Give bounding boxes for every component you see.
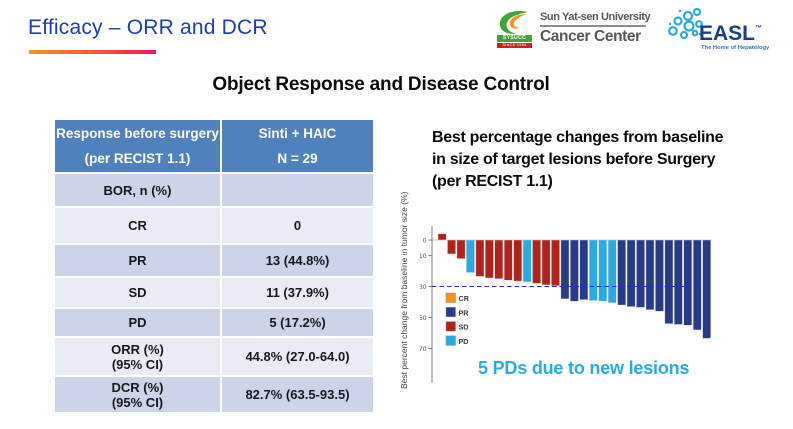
legend-swatch-SD — [445, 321, 456, 332]
easl-cells-icon — [668, 7, 703, 40]
waterfall-chart: 0 -10 -30 -50 -70 CR PR SD PD — [420, 226, 712, 383]
bar-SD — [532, 239, 541, 284]
legend-swatch-PR — [445, 307, 456, 318]
y-tick-label: 0 — [423, 237, 427, 244]
table-header-response: Response before surgery (per RECIST 1.1) — [55, 120, 222, 172]
row-value: 44.8% (27.0-64.0) — [245, 349, 350, 364]
header-arm-line1: Sinti + HAIC — [258, 125, 337, 141]
table-row: PD 5 (17.2%) — [55, 309, 373, 338]
bar-PR — [664, 239, 674, 324]
bar-SD — [437, 233, 447, 241]
table-header-row: Response before surgery (per RECIST 1.1)… — [55, 120, 373, 174]
slide-subtitle: Object Response and Disease Control — [212, 74, 550, 95]
bar-PR — [645, 239, 655, 310]
bar-PD — [466, 239, 475, 273]
sysucc-since: SINCE 1964 — [497, 42, 532, 48]
sysucc-text-block: Sun Yat-sen University Cancer Center — [540, 11, 651, 46]
bar-PR — [626, 239, 636, 307]
easl-logo — [668, 7, 704, 51]
chart-title-line1: Best percentage changes from baseline — [432, 129, 724, 146]
bar-PR — [674, 239, 683, 325]
bar-PD — [607, 239, 617, 304]
bar-SD — [494, 239, 504, 279]
pd-annotation: 5 PDs due to new lesions — [478, 358, 690, 378]
row-label: PD — [128, 315, 147, 330]
bar-PR — [570, 239, 579, 302]
bar-SD — [551, 239, 560, 286]
row-value: 0 — [293, 218, 302, 233]
row-label: ORR (%) — [111, 341, 164, 357]
title-underline — [29, 50, 156, 54]
row-label: DCR (%) — [111, 379, 164, 395]
bar-SD — [513, 239, 523, 282]
bar-PR — [560, 239, 570, 300]
easl-tagline: The Home of Hepatology — [701, 45, 770, 51]
table-row: SD 11 (37.9%) — [55, 278, 373, 309]
bar-PR — [617, 239, 627, 306]
y-tick-label: -10 — [420, 253, 427, 260]
row-label: PR — [128, 253, 147, 268]
chart-y-axis-label: Best percent change from baseline in tum… — [399, 191, 409, 389]
sysucc-logo: SYSUCC SINCE 1964 — [497, 9, 533, 48]
sysucc-acronym: SYSUCC — [497, 35, 532, 42]
easl-name: EASL — [699, 22, 756, 45]
legend-label-CR: CR — [459, 294, 470, 303]
chart-title-line3: (per RECIST 1.1) — [432, 173, 553, 190]
header-response-line1: Response before surgery — [56, 125, 219, 141]
bar-SD — [447, 239, 456, 255]
y-tick-label: -30 — [420, 284, 427, 291]
page-title: Efficacy – ORR and DCR — [28, 16, 268, 39]
legend-swatch-CR — [445, 292, 456, 303]
row-label: CR — [128, 218, 147, 233]
sysucc-flame-icon — [499, 10, 528, 34]
table-row: PR 13 (44.8%) — [55, 245, 373, 278]
bar-PR — [655, 239, 664, 312]
bar-SD — [456, 239, 466, 259]
bar-SD — [475, 239, 485, 277]
y-tick-label: -70 — [420, 346, 427, 353]
table-row: ORR (%) (95% CI) 44.8% (27.0-64.0) — [55, 338, 373, 377]
bar-PD — [588, 239, 598, 301]
table-row: CR 0 — [55, 208, 373, 245]
easl-wordmark: EASL™ — [699, 22, 762, 46]
header-arm-line2: N = 29 — [277, 150, 318, 166]
y-tick-label: -50 — [420, 315, 427, 322]
row-value: 5 (17.2%) — [269, 315, 326, 330]
legend-label-PR: PR — [459, 308, 470, 317]
row-label-line2: (95% CI) — [111, 356, 164, 372]
bar-PR — [702, 239, 712, 339]
row-value: 82.7% (63.5-93.5) — [245, 387, 350, 402]
bar-SD — [503, 239, 513, 281]
row-label: SD — [128, 285, 147, 300]
legend-label-PD: PD — [459, 337, 469, 346]
chart-title-line2: in size of target lesions before Surgery — [432, 151, 716, 168]
sysucc-cancer-center-label: Cancer Center — [540, 27, 641, 45]
easl-trademark: ™ — [755, 25, 763, 32]
bar-PR — [579, 239, 589, 300]
sysucc-divider — [540, 25, 646, 27]
sysucc-university-label: Sun Yat-sen University — [540, 11, 651, 23]
row-label: BOR, n (%) — [103, 182, 172, 198]
bar-PR — [683, 239, 693, 326]
bar-SD — [541, 239, 551, 286]
response-table: Response before surgery (per RECIST 1.1)… — [55, 120, 373, 414]
bar-PR — [636, 239, 645, 308]
table-row: DCR (%) (95% CI) 82.7% (63.5-93.5) — [55, 377, 373, 414]
header-response-line2: (per RECIST 1.1) — [84, 150, 191, 166]
bar-PR — [692, 239, 702, 331]
table-header-arm: Sinti + HAIC N = 29 — [222, 120, 373, 172]
row-value: 13 (44.8%) — [265, 253, 330, 268]
chart-title: Best percentage changes from baseline in… — [432, 127, 782, 193]
row-value: 11 (37.9%) — [266, 285, 329, 300]
bar-PD — [522, 239, 532, 283]
row-label-line2: (95% CI) — [111, 394, 164, 410]
bar-PD — [598, 239, 608, 302]
bar-SD — [485, 239, 494, 279]
legend-label-SD: SD — [459, 323, 469, 332]
legend-swatch-PD — [445, 335, 456, 346]
table-row: BOR, n (%) — [55, 174, 373, 208]
